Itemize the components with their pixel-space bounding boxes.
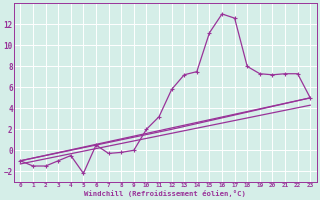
X-axis label: Windchill (Refroidissement éolien,°C): Windchill (Refroidissement éolien,°C) bbox=[84, 190, 246, 197]
